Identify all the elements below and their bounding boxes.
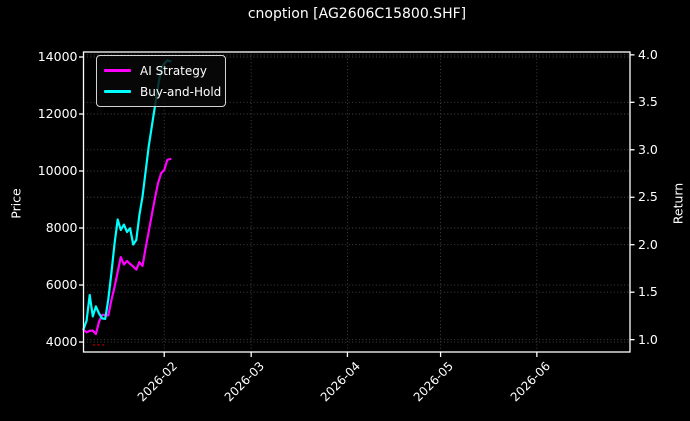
price-tick-label: 12000: [37, 105, 78, 121]
return-tick-label: 3.0: [638, 141, 658, 157]
return-tick-label: 2.5: [638, 189, 658, 205]
legend-label-buy-and-hold: Buy-and-Hold: [140, 84, 222, 99]
price-tick-label: 14000: [37, 48, 78, 64]
price-tick-label: 8000: [45, 220, 78, 235]
price-tick-label: 6000: [45, 277, 78, 293]
return-tick-label: 4.0: [638, 46, 658, 62]
buy-and-hold-line-swatch: [104, 90, 131, 93]
ai-strategy-line-swatch: [104, 69, 131, 72]
price-tick-label: 10000: [37, 163, 78, 178]
return-tick-label: 1.5: [638, 284, 658, 300]
return-tick-label: 3.5: [638, 94, 658, 110]
return-tick-label: 2.0: [638, 236, 658, 252]
chart-title: cnoption [AG2606C15800.SHF]: [247, 6, 467, 22]
plot-border: [82, 51, 631, 353]
legend: AI Strategy Buy-and-Hold: [96, 55, 226, 107]
legend-label-ai-strategy: AI Strategy: [140, 63, 207, 78]
price-tick-label: 4000: [45, 334, 78, 350]
legend-item-buy-and-hold: Buy-and-Hold: [104, 81, 222, 102]
ai-strategy-line: [82, 157, 172, 336]
return-tick-label: 1.0: [638, 331, 658, 347]
legend-item-ai-strategy: AI Strategy: [104, 60, 218, 81]
